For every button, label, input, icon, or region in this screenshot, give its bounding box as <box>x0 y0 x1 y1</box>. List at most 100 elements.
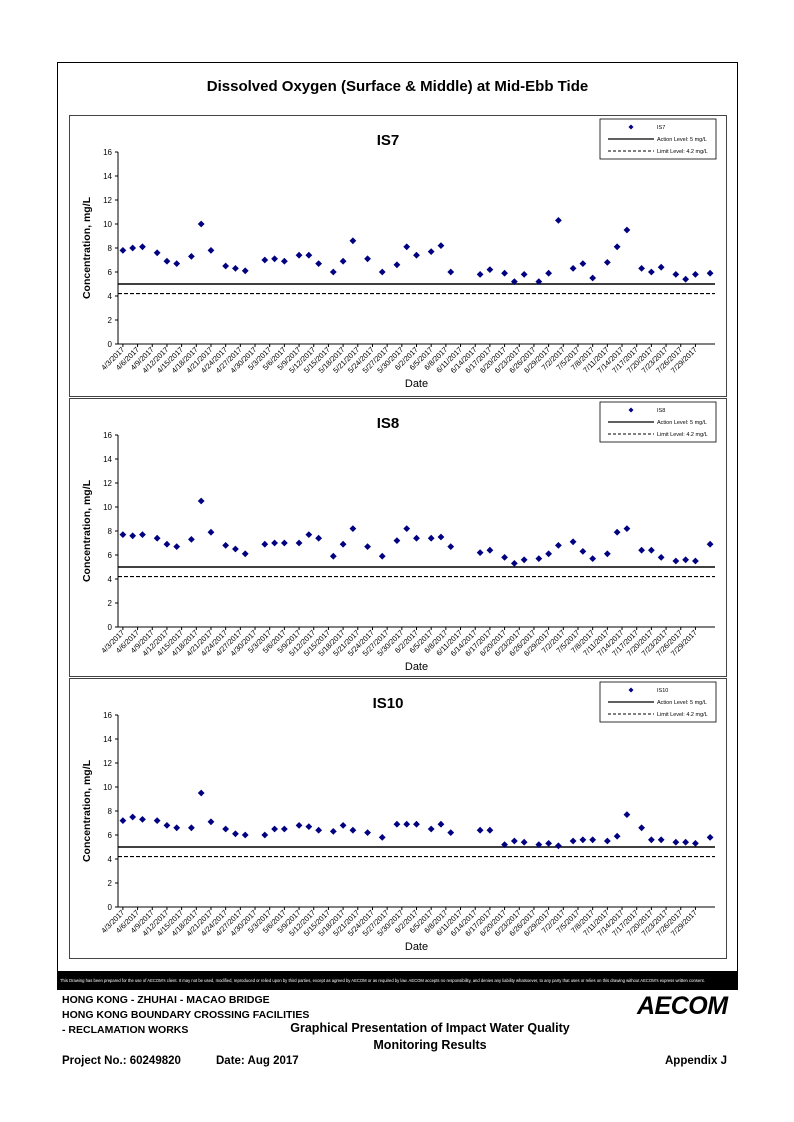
project-name-line2: HONG KONG BOUNDARY CROSSING FACILITIES <box>62 1009 310 1021</box>
data-point <box>378 268 386 276</box>
data-point <box>305 823 313 830</box>
data-point <box>579 548 587 555</box>
legend-action-label: Action Level: 5 mg/L <box>657 420 707 426</box>
data-point <box>153 249 161 257</box>
data-point <box>188 824 195 832</box>
disclaimer-text: This Drawing has been prepared for the u… <box>57 971 738 990</box>
data-point <box>119 247 127 254</box>
data-point <box>486 266 494 273</box>
data-point <box>378 834 386 841</box>
data-point <box>510 837 518 845</box>
x-axis-label: Date <box>405 661 428 673</box>
data-point <box>555 842 562 850</box>
data-point <box>510 560 518 567</box>
data-point <box>349 237 357 245</box>
data-point <box>280 257 288 265</box>
data-point <box>437 820 445 828</box>
data-point <box>364 543 371 550</box>
data-point <box>232 545 239 553</box>
data-point <box>427 248 435 255</box>
aecom-logo: AECOM <box>637 992 728 1020</box>
data-point <box>188 536 195 543</box>
data-point <box>295 251 303 259</box>
y-tick-label: 6 <box>108 268 113 277</box>
data-point <box>613 528 621 536</box>
data-point <box>501 554 508 561</box>
data-point <box>222 262 230 270</box>
data-point <box>349 525 357 532</box>
data-point <box>623 811 631 818</box>
chart-panel-is7: IS7 0 2 4 6 8 10 12 14 16 Concentration, mg/L 4/3/2… <box>69 115 727 397</box>
data-point <box>647 836 655 844</box>
data-point <box>280 539 288 547</box>
y-tick-label: 12 <box>103 479 112 488</box>
y-tick-label: 4 <box>108 292 113 301</box>
data-point <box>613 832 621 840</box>
data-point <box>173 543 181 550</box>
data-point <box>393 820 401 828</box>
legend-action-label: Action Level: 5 mg/L <box>657 700 707 706</box>
legend-marker <box>628 407 634 413</box>
data-point <box>119 817 127 824</box>
data-point <box>589 555 597 562</box>
data-point <box>315 826 323 834</box>
appendix-label: Appendix J <box>665 1055 727 1067</box>
data-point <box>613 243 621 251</box>
legend-limit-label: Limit Level: 4.2 mg/L <box>657 712 708 718</box>
data-point <box>163 822 171 829</box>
data-point <box>129 813 137 821</box>
report-title-line2: Monitoring Results <box>373 1038 487 1052</box>
data-point <box>476 271 484 278</box>
data-point <box>427 825 435 833</box>
data-point <box>486 826 494 834</box>
data-point <box>682 556 690 564</box>
data-point <box>197 789 205 797</box>
legend-series-label: IS7 <box>657 125 665 131</box>
data-point <box>682 275 690 283</box>
data-point <box>305 531 313 538</box>
data-point <box>437 533 445 541</box>
data-point <box>129 244 137 252</box>
data-point <box>603 837 611 845</box>
data-point <box>305 251 313 259</box>
data-point <box>339 540 347 548</box>
data-point <box>315 260 323 267</box>
data-point <box>647 546 655 554</box>
data-point <box>623 525 631 532</box>
data-point <box>589 274 597 282</box>
data-point <box>241 831 249 839</box>
data-point <box>197 497 205 505</box>
y-tick-label: 14 <box>103 172 112 181</box>
data-point <box>535 278 543 285</box>
data-point <box>692 840 699 847</box>
data-point <box>447 543 455 550</box>
y-tick-label: 2 <box>108 316 113 325</box>
data-point <box>403 243 411 251</box>
data-point <box>329 552 337 560</box>
data-point <box>692 271 699 278</box>
y-tick-label: 10 <box>103 503 112 512</box>
data-point <box>672 557 680 565</box>
data-point <box>569 837 577 845</box>
data-point <box>271 255 278 263</box>
data-point <box>280 825 288 833</box>
data-point <box>447 829 455 836</box>
data-point <box>271 539 278 547</box>
y-tick-label: 0 <box>108 623 113 632</box>
data-point <box>163 540 171 548</box>
data-point <box>501 269 508 277</box>
data-point <box>207 818 215 826</box>
data-point <box>486 546 494 554</box>
chart-panel-is10: IS10 0 2 4 6 8 10 12 14 16 Concentration, mg/L 4/3/… <box>69 678 727 959</box>
data-point <box>638 546 645 554</box>
data-point <box>403 525 411 532</box>
data-point <box>378 552 386 560</box>
y-tick-label: 4 <box>108 855 113 864</box>
legend-marker <box>628 124 634 130</box>
data-point <box>413 820 420 828</box>
data-point <box>545 840 553 847</box>
data-point <box>139 243 146 251</box>
data-point <box>261 831 269 839</box>
data-point <box>555 217 562 224</box>
